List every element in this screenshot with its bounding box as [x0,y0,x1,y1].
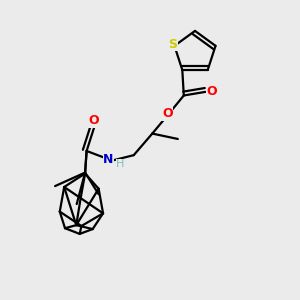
Text: H: H [116,159,125,169]
Text: N: N [103,153,114,166]
Text: O: O [89,115,99,128]
Text: O: O [207,85,217,98]
Text: O: O [162,107,172,120]
Text: S: S [169,38,178,51]
